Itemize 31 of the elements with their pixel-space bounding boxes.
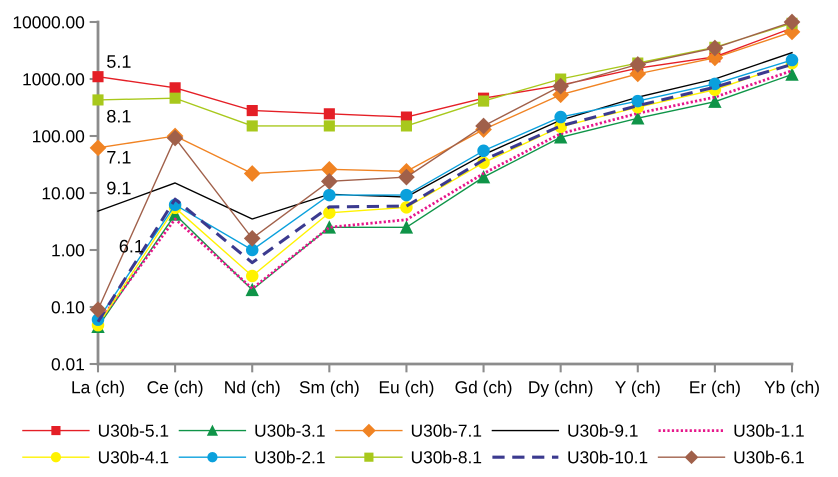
y-tick-label: 10.00 [42,187,84,200]
x-tick-label: Yb (ch) [764,380,819,397]
y-tick-label: 1.00 [52,244,84,256]
y-tick-label: 1000.00 [23,73,84,86]
legend-label: U30b-8.1 [412,450,482,464]
annotation: 5.1 [107,55,131,68]
x-tick-label: La (ch) [72,380,124,397]
annotation: 8.1 [107,110,131,123]
y-tick-label: 0.10 [52,301,84,314]
x-tick-label: Sm (ch) [300,380,359,397]
y-tick-label: 100.00 [33,130,84,142]
legend-label: U30b-5.1 [98,424,168,437]
y-tick-label: 0.01 [52,358,84,370]
legend-label: U30b-1.1 [734,424,804,437]
annotation: 9.1 [107,182,131,194]
legend-label: U30b-3.1 [255,424,325,437]
y-tick-label: 10000.00 [14,16,84,28]
x-tick-label: Y (ch) [615,380,660,397]
x-tick-label: Ce (ch) [148,380,202,397]
annotation: 7.1 [107,151,131,164]
legend-label: U30b-9.1 [568,424,638,437]
x-tick-label: Dy (chn) [529,380,592,397]
legend-label: U30b-10.1 [568,450,648,464]
x-tick-label: Gd (ch) [455,380,512,397]
x-tick-label: Nd (ch) [225,380,280,397]
legend-label: U30b-4.1 [98,450,168,464]
x-tick-label: Er (ch) [690,380,740,397]
legend-label: U30b-6.1 [734,450,804,464]
x-tick-label: Eu (ch) [380,380,434,397]
legend-label: U30b-7.1 [412,424,482,437]
legend-label: U30b-2.1 [255,450,325,464]
